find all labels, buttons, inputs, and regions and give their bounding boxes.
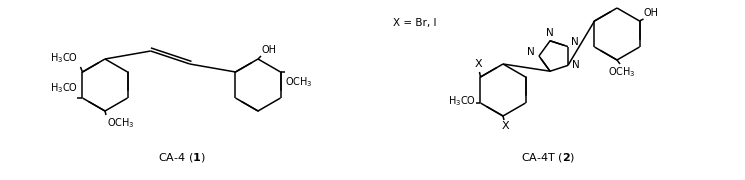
Text: OCH$_3$: OCH$_3$ [608,65,635,79]
Text: X: X [475,59,482,69]
Text: H$_3$CO: H$_3$CO [448,94,477,108]
Text: OCH$_3$: OCH$_3$ [285,75,312,89]
Text: N: N [546,28,554,38]
Text: H$_3$CO: H$_3$CO [51,81,78,95]
Text: OCH$_3$: OCH$_3$ [107,116,135,130]
Text: OH: OH [644,8,659,18]
Text: X: X [501,121,509,131]
Text: N: N [571,37,579,47]
Text: X = Br, I: X = Br, I [393,18,437,28]
Text: OH: OH [262,45,277,55]
Text: CA-4 ($\mathbf{1}$): CA-4 ($\mathbf{1}$) [158,151,206,164]
Text: H$_3$CO: H$_3$CO [51,51,78,65]
Text: N: N [527,47,535,57]
Text: CA-4T ($\mathbf{2}$): CA-4T ($\mathbf{2}$) [521,151,575,164]
Text: N: N [572,60,580,70]
